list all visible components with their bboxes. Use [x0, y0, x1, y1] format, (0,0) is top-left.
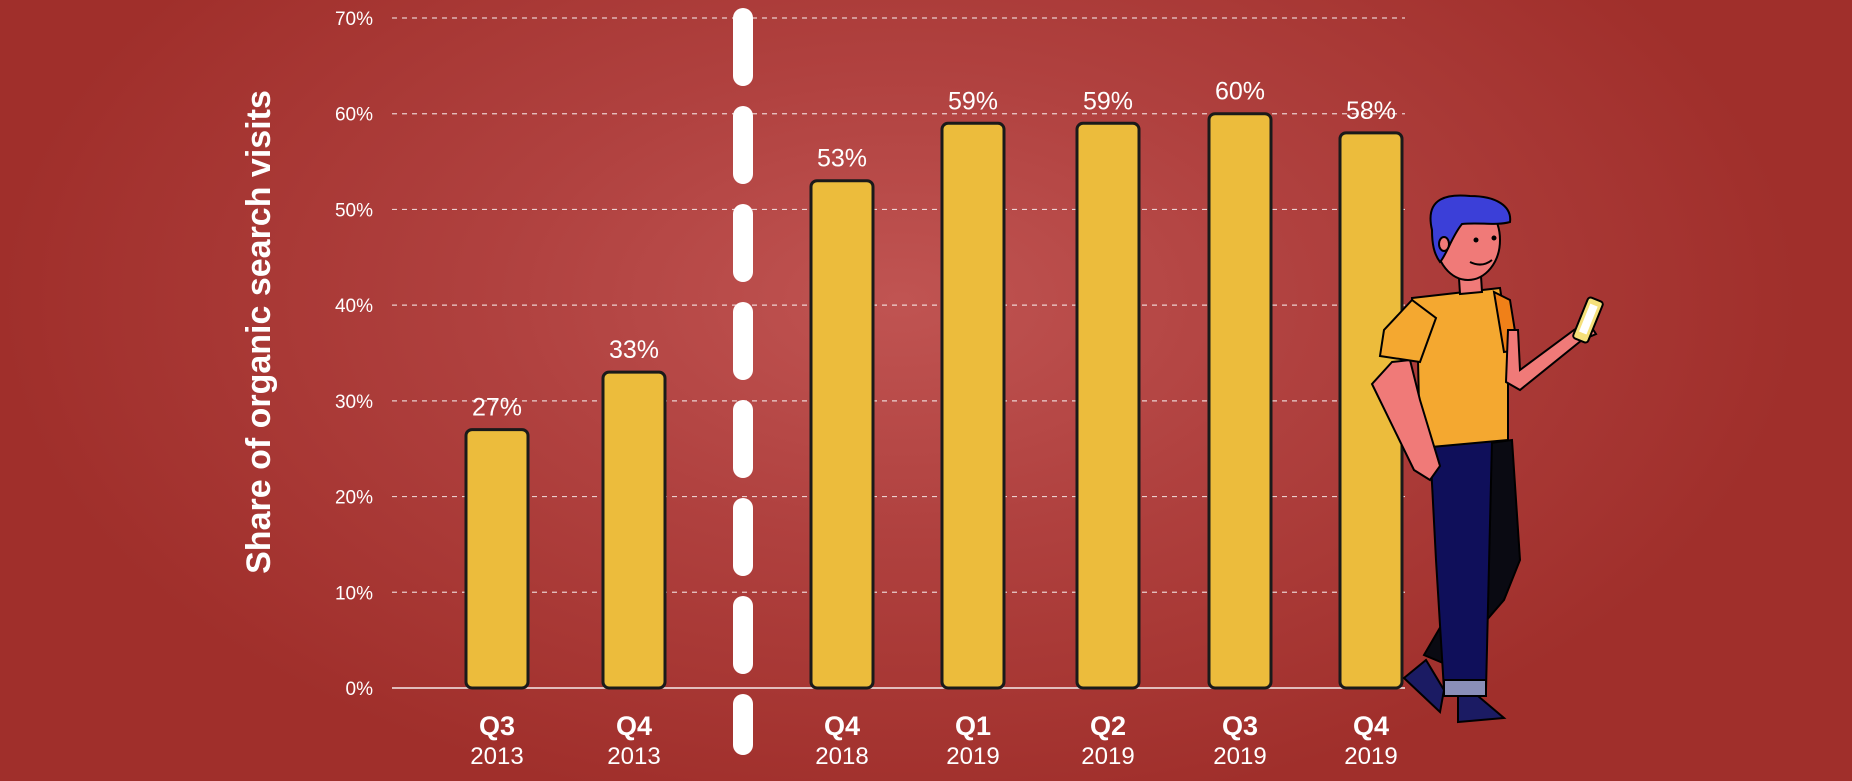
data-label: 60%: [1215, 78, 1265, 106]
bars: [464, 112, 1404, 690]
y-tick-label: 60%: [335, 105, 373, 126]
x-tick-year: 2013: [607, 743, 660, 770]
x-tick-year: 2019: [1081, 743, 1134, 770]
y-tick-label: 40%: [335, 296, 373, 317]
x-tick-quarter: Q3: [1222, 711, 1258, 741]
y-axis-title: Share of organic search visits: [240, 90, 278, 574]
x-tick-quarter: Q2: [1090, 711, 1126, 741]
x-tick-quarter: Q4: [824, 711, 860, 741]
y-axis-ticks: 0% 10% 20% 30% 40% 50% 60% 70%: [335, 9, 373, 700]
bar: [809, 179, 875, 690]
x-tick-quarter: Q4: [616, 711, 652, 741]
x-tick-quarter: Q1: [955, 711, 991, 741]
value-labels: 27% 33% 53% 59% 59% 60% 58%: [472, 78, 1396, 422]
x-tick-year: 2019: [1344, 743, 1397, 770]
x-tick-year: 2018: [815, 743, 868, 770]
x-tick-year: 2019: [946, 743, 999, 770]
data-label: 53%: [817, 145, 867, 173]
data-label: 59%: [1083, 87, 1133, 115]
bar: [464, 428, 530, 690]
bar: [1207, 112, 1273, 690]
x-tick-year: 2013: [470, 743, 523, 770]
x-axis-labels: Q32013Q42013Q42018Q12019Q22019Q32019Q420…: [470, 711, 1397, 770]
y-tick-label: 50%: [335, 200, 373, 221]
bar: [601, 370, 667, 690]
y-tick-label: 0%: [346, 679, 374, 700]
x-tick-year: 2019: [1213, 743, 1266, 770]
bar: [1075, 121, 1141, 690]
y-tick-label: 20%: [335, 488, 373, 509]
y-tick-label: 10%: [335, 583, 373, 604]
x-tick-quarter: Q4: [1353, 711, 1389, 741]
person-illustration: [1370, 194, 1604, 724]
data-label: 33%: [609, 336, 659, 364]
bar: [940, 121, 1006, 690]
data-label: 59%: [948, 87, 998, 115]
y-tick-label: 30%: [335, 392, 373, 413]
data-label: 27%: [472, 394, 522, 422]
data-label: 58%: [1346, 97, 1396, 125]
y-tick-label: 70%: [335, 9, 373, 30]
x-tick-quarter: Q3: [479, 711, 515, 741]
